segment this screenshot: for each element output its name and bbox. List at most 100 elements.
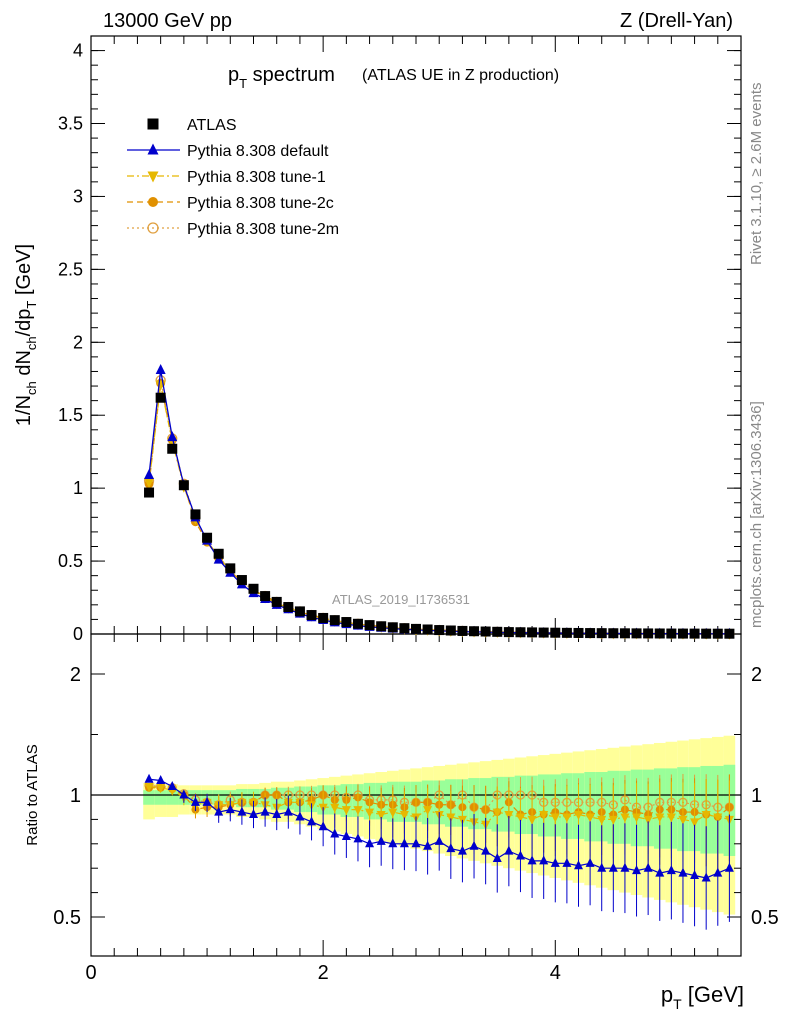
marker-triangle-up (678, 867, 688, 877)
marker-triangle-down (515, 813, 525, 823)
legend-item-2: Pythia 8.308 tune-1 (127, 169, 326, 186)
marker-triangle-up (724, 862, 734, 872)
ratio-y-tick-label-right: 2 (751, 664, 762, 686)
marker-triangle-up (469, 840, 479, 850)
marker-square (260, 591, 271, 602)
marker-square (422, 624, 433, 635)
marker-triangle-up (353, 833, 363, 843)
marker-triangle-up (156, 774, 166, 784)
ratio-series-group (144, 773, 735, 930)
marker-square (202, 532, 213, 543)
marker-open-circle (147, 222, 159, 234)
marker-triangle-down (423, 806, 433, 816)
marker-square (724, 628, 735, 639)
marker-square (387, 622, 398, 633)
marker-triangle-down (156, 784, 166, 794)
y-axis-label-main: 1/Nch dNch/dpT [GeV] (13, 244, 39, 426)
marker-triangle-down (585, 813, 595, 823)
marker-square (248, 583, 259, 594)
legend-label: Pythia 8.308 default (187, 143, 329, 160)
marker-triangle-down (504, 811, 514, 821)
main-y-tick-label: 2 (73, 332, 83, 352)
marker-triangle-up (481, 845, 491, 855)
marker-triangle-down (562, 813, 572, 823)
watermark: ATLAS_2019_I1736531 (332, 592, 470, 607)
marker-triangle-down (353, 806, 363, 816)
ratio-axis-ticks: 0.5 0.5 1 1 2 2 (53, 664, 779, 929)
marker-triangle-up (179, 789, 189, 799)
marker-triangle-down (527, 815, 537, 825)
marker-square (411, 623, 421, 634)
marker-square (434, 625, 445, 636)
ratio-band-inner-bin (154, 790, 167, 805)
marker-triangle-down (597, 815, 607, 825)
marker-square (492, 626, 503, 637)
marker-triangle-up (446, 843, 456, 853)
ratio-y-tick-label-right: 0.5 (751, 907, 779, 929)
marker-square (190, 509, 201, 520)
marker-triangle-down (643, 815, 653, 825)
ratio-y-tick-label-left: 2 (70, 664, 81, 686)
marker-square (538, 627, 549, 638)
marker-circle (148, 197, 158, 207)
marker-triangle-down (655, 813, 665, 823)
marker-triangle-down (446, 813, 456, 823)
rivet-side-label: Rivet 3.1.10, ≥ 2.6M events (748, 83, 765, 266)
marker-triangle-down (713, 813, 723, 823)
marker-triangle-up (249, 809, 258, 819)
marker-triangle-up (376, 835, 386, 845)
legend: ATLAS Pythia 8.308 default Pythia 8.308 tu… (127, 117, 339, 238)
legend-item-1: Pythia 8.308 default (127, 143, 329, 160)
marker-square (213, 548, 224, 559)
marker-triangle-down (376, 811, 386, 821)
marker-triangle-up (608, 862, 618, 872)
main-y-tick-label: 1 (73, 478, 83, 498)
ratio-y-tick-label-left: 1 (70, 785, 81, 807)
marker-triangle-up (147, 143, 159, 155)
legend-label: Pythia 8.308 tune-2m (187, 221, 339, 238)
title-subtitle: (ATLAS UE in Z production) (362, 67, 559, 84)
title-p: p (228, 64, 239, 86)
x-axis-label: pT [GeV] (661, 982, 744, 1012)
marker-square (352, 618, 363, 629)
marker-triangle-down (330, 803, 340, 813)
marker-square (573, 627, 584, 638)
marker-triangle-up (225, 804, 235, 814)
marker-triangle-down (492, 808, 502, 818)
series-atlas (144, 392, 735, 639)
marker-triangle-up (144, 469, 155, 480)
ratio-series-pythia-8-308-default (144, 773, 734, 930)
marker-triangle-up (214, 806, 224, 816)
header-right: Z (Drell-Yan) (620, 10, 733, 32)
marker-square (294, 606, 305, 617)
marker-triangle-up (295, 811, 305, 821)
marker-triangle-up (365, 838, 375, 848)
marker-triangle-down (341, 806, 351, 816)
marker-triangle-up (539, 855, 549, 865)
marker-triangle-up (318, 821, 328, 831)
marker-square (445, 625, 456, 636)
marker-square (666, 628, 677, 639)
main-series-group (143, 364, 735, 640)
marker-square (155, 392, 166, 403)
marker-square (144, 487, 155, 498)
marker-triangle-up (330, 828, 340, 838)
y-axis-label-ratio: Ratio to ATLAS (24, 744, 41, 845)
main-y-tick-label: 2.5 (58, 259, 83, 279)
marker-square (236, 575, 247, 586)
marker-triangle-up (411, 838, 421, 848)
marker-triangle-up (399, 838, 409, 848)
legend-item-4: Pythia 8.308 tune-2m (127, 221, 339, 238)
marker-triangle-up (597, 862, 607, 872)
marker-triangle-down (574, 811, 583, 821)
marker-triangle-down (365, 808, 375, 818)
marker-triangle-up (492, 852, 502, 862)
marker-triangle-down (144, 783, 154, 793)
legend-item-3: Pythia 8.308 tune-2c (127, 195, 334, 212)
main-y-tick-label: 4 (73, 41, 83, 61)
marker-square (619, 628, 630, 639)
marker-triangle-down (539, 811, 549, 821)
marker-triangle-up (155, 364, 166, 375)
main-y-tick-label: 0 (73, 624, 83, 644)
